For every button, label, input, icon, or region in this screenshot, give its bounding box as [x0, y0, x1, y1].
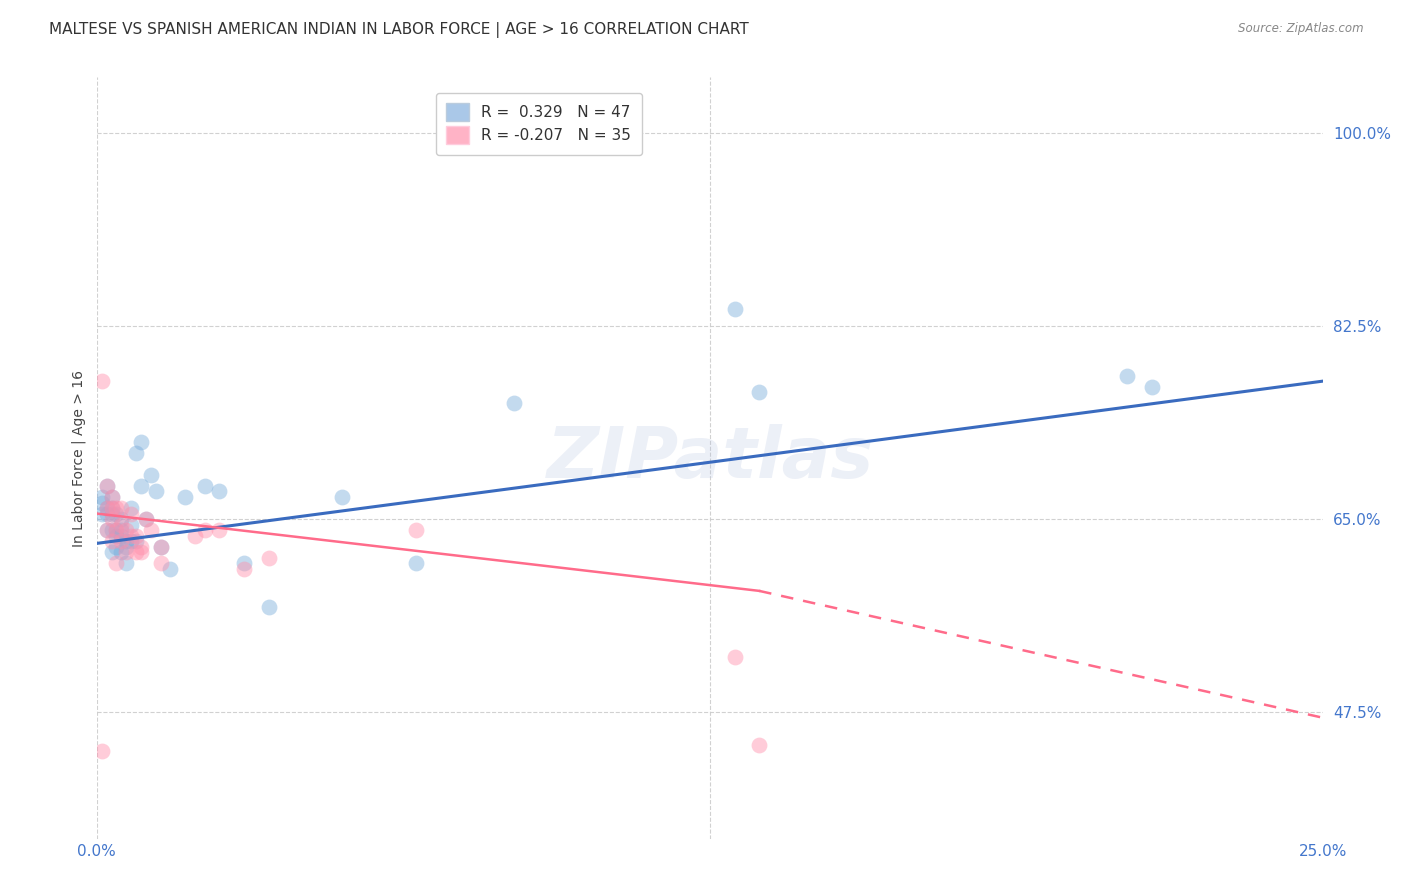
Point [96, 523, 118, 537]
Point [502, 396, 524, 410]
Point [748, 385, 770, 400]
Point [110, 534, 132, 549]
Point [330, 490, 353, 504]
Point [90, 374, 112, 388]
Text: MALTESE VS SPANISH AMERICAN INDIAN IN LABOR FORCE | AGE > 16 CORRELATION CHART: MALTESE VS SPANISH AMERICAN INDIAN IN LA… [49, 22, 749, 38]
Point [115, 523, 138, 537]
Point [96, 501, 118, 516]
Point [110, 529, 132, 543]
Point [110, 512, 132, 526]
Point [110, 545, 132, 559]
Point [748, 739, 770, 753]
Point [105, 507, 128, 521]
Point [174, 490, 197, 504]
Text: ZIPatlas: ZIPatlas [547, 424, 873, 493]
Point [90, 744, 112, 758]
Point [100, 545, 122, 559]
Point [115, 556, 138, 570]
Point [194, 479, 217, 493]
Point [139, 467, 162, 482]
Point [129, 545, 152, 559]
Point [145, 484, 167, 499]
Point [105, 529, 128, 543]
Point [159, 562, 181, 576]
Point [105, 540, 128, 554]
Point [149, 556, 172, 570]
Point [90, 495, 112, 509]
Point [96, 479, 118, 493]
Legend: R =  0.329   N = 47, R = -0.207   N = 35: R = 0.329 N = 47, R = -0.207 N = 35 [436, 93, 643, 154]
Point [139, 523, 162, 537]
Point [129, 434, 152, 449]
Point [105, 556, 128, 570]
Point [120, 534, 142, 549]
Point [405, 556, 427, 570]
Point [100, 507, 122, 521]
Point [100, 501, 122, 516]
Point [208, 484, 231, 499]
Point [100, 523, 122, 537]
Point [723, 302, 745, 317]
Point [149, 540, 172, 554]
Text: Source: ZipAtlas.com: Source: ZipAtlas.com [1239, 22, 1364, 36]
Point [120, 529, 142, 543]
Point [120, 507, 142, 521]
Point [110, 523, 132, 537]
Point [125, 529, 148, 543]
Point [129, 540, 152, 554]
Point [405, 523, 427, 537]
Point [96, 523, 118, 537]
Point [100, 490, 122, 504]
Point [233, 562, 256, 576]
Point [233, 556, 256, 570]
Point [1140, 379, 1163, 393]
Point [100, 501, 122, 516]
Point [135, 512, 157, 526]
Point [110, 501, 132, 516]
Point [96, 479, 118, 493]
Point [125, 534, 148, 549]
Point [96, 507, 118, 521]
Point [115, 540, 138, 554]
Point [90, 507, 112, 521]
Point [723, 650, 745, 665]
Point [105, 501, 128, 516]
Point [1116, 368, 1139, 383]
Point [135, 512, 157, 526]
Point [96, 501, 118, 516]
Point [149, 540, 172, 554]
Point [100, 534, 122, 549]
Point [125, 545, 148, 559]
Point [184, 529, 207, 543]
Point [125, 446, 148, 460]
Y-axis label: In Labor Force | Age > 16: In Labor Force | Age > 16 [72, 370, 86, 547]
Point [110, 517, 132, 532]
Point [115, 534, 138, 549]
Point [194, 523, 217, 537]
Point [120, 501, 142, 516]
Point [120, 517, 142, 532]
Point [129, 479, 152, 493]
Point [90, 490, 112, 504]
Point [100, 490, 122, 504]
Point [105, 523, 128, 537]
Point [257, 550, 280, 565]
Point [100, 512, 122, 526]
Point [257, 600, 280, 615]
Point [208, 523, 231, 537]
Point [115, 545, 138, 559]
Point [105, 523, 128, 537]
